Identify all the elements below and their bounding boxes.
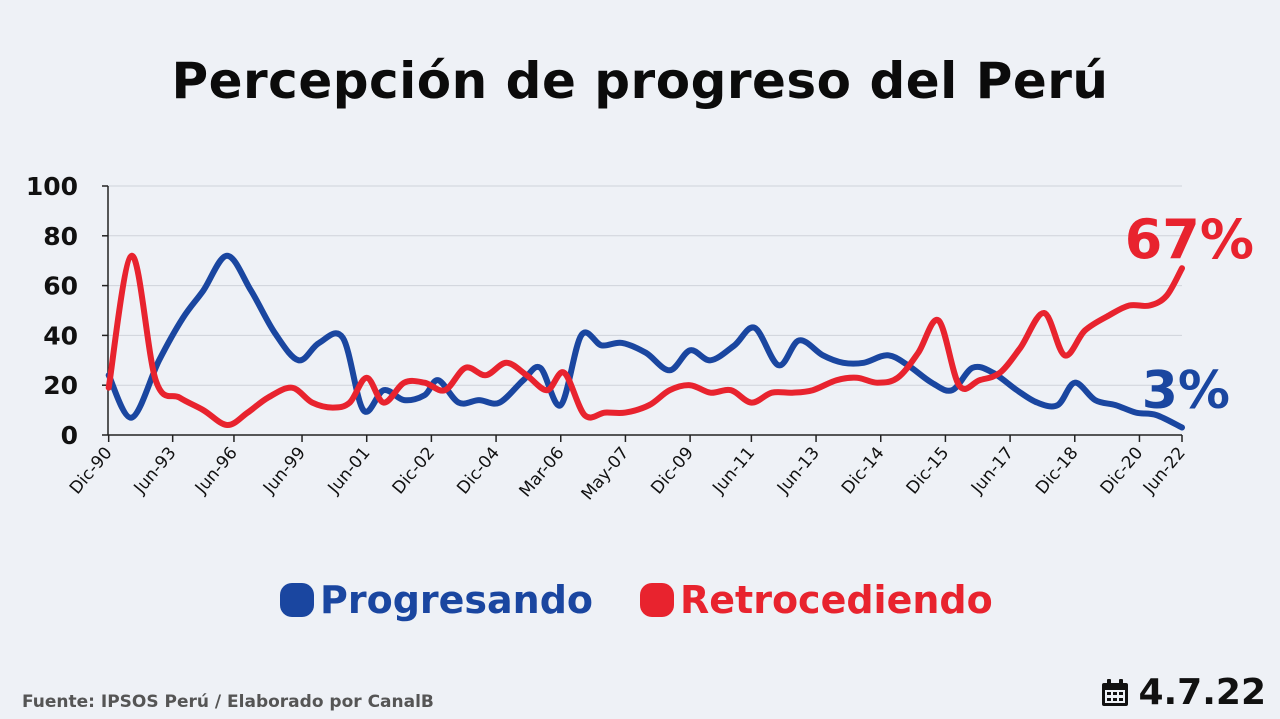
x-tick-label-14: Jun-17: [967, 443, 1018, 498]
y-axis: 0 20 40 60 80 100: [26, 172, 109, 450]
x-tick-label-9: Dic-09: [647, 443, 698, 498]
x-tick-label-5: Dic-02: [389, 443, 440, 498]
x-tick-label-17: Jun-22: [1139, 443, 1190, 498]
y-tick-label-60: 60: [43, 272, 78, 301]
y-tick-label-100: 100: [26, 172, 78, 201]
end-labels: 3% 67%: [1125, 208, 1254, 421]
x-tick-label-6: Dic-04: [453, 443, 504, 498]
legend-item-progresando: Progresando: [280, 575, 593, 625]
x-tick-label-3: Jun-99: [259, 443, 310, 498]
x-tick-label-10: Jun-11: [708, 443, 759, 498]
legend-swatch-progresando: [280, 583, 314, 617]
x-tick-label-4: Jun-01: [324, 443, 375, 498]
legend-swatch-retrocediendo: [640, 583, 674, 617]
legend-item-retrocediendo: Retrocediendo: [640, 575, 993, 625]
x-tick-label-16: Dic-20: [1097, 443, 1148, 498]
x-tick-label-1: Jun-93: [130, 443, 181, 498]
x-tick-label-13: Dic-15: [903, 443, 954, 498]
series-line-retrocediendo: [105, 252, 1185, 428]
x-tick-label-11: Jun-13: [773, 443, 824, 498]
x-tick-label-8: May-07: [578, 443, 634, 504]
x-axis: Dic-90 Jun-93 Jun-96 Jun-99 Jun-01 Dic-02 Dic-…: [66, 435, 1190, 504]
y-tick-label-20: 20: [43, 371, 78, 400]
legend-label-progresando: Progresando: [320, 578, 594, 622]
y-tick-label-80: 80: [43, 222, 78, 251]
y-tick-label-40: 40: [43, 321, 78, 350]
y-tick-label-0: 0: [61, 421, 78, 450]
chart-title: Percepción de progreso del Perú: [171, 52, 1109, 110]
x-tick-label-15: Dic-18: [1032, 443, 1083, 498]
x-tick-label-7: Mar-06: [515, 443, 568, 501]
series-line-progresando: [105, 252, 1185, 431]
legend-label-retrocediendo: Retrocediendo: [680, 578, 993, 622]
x-tick-label-12: Dic-14: [838, 443, 889, 498]
x-tick-label-2: Jun-96: [191, 443, 242, 498]
end-label-retrocediendo: 67%: [1125, 208, 1254, 271]
x-tick-label-0: Dic-90: [66, 443, 117, 498]
source-note: Fuente: IPSOS Perú / Elaborado por Canal…: [22, 692, 434, 712]
end-label-progresando: 3%: [1142, 361, 1230, 421]
calendar-icon: [1102, 678, 1129, 706]
series-lines: [105, 252, 1185, 431]
date-text: 4.7.22: [1138, 672, 1266, 713]
date-stamp: 4.7.22: [1100, 672, 1266, 713]
